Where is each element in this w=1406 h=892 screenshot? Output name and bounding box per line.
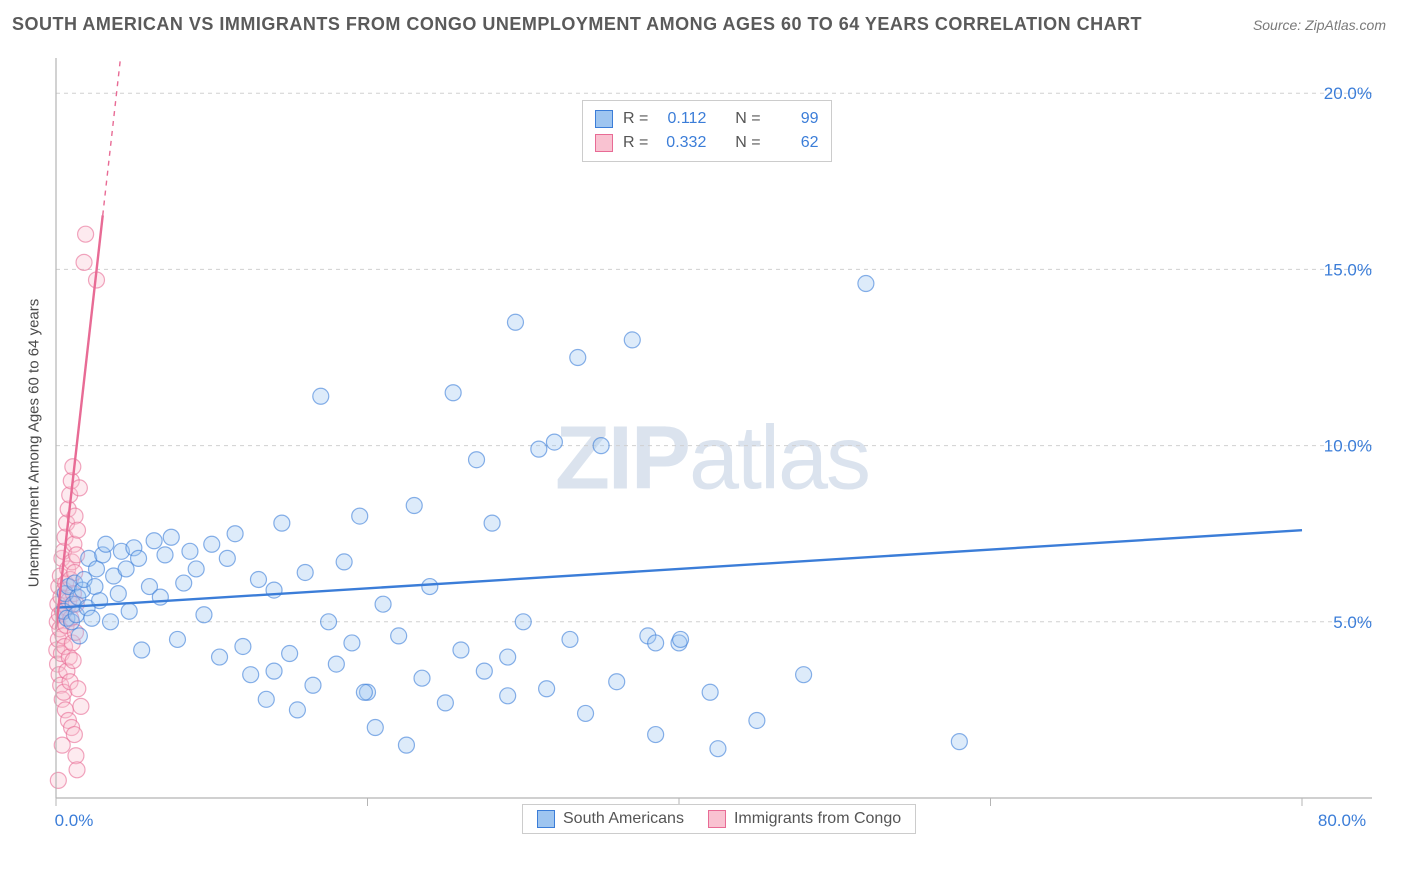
stats-row: R = 0.112 N = 99 xyxy=(595,107,819,131)
stats-legend: R = 0.112 N = 99 R = 0.332 N = 62 xyxy=(582,100,832,162)
r-label: R = xyxy=(623,131,648,155)
legend-label: South Americans xyxy=(563,810,684,828)
r-value: 0.112 xyxy=(658,107,706,131)
r-value: 0.332 xyxy=(658,131,706,155)
svg-text:80.0%: 80.0% xyxy=(1318,811,1366,830)
source-attribution: Source: ZipAtlas.com xyxy=(1253,17,1386,33)
svg-text:10.0%: 10.0% xyxy=(1324,437,1372,456)
n-label: N = xyxy=(735,107,760,131)
stats-row: R = 0.332 N = 62 xyxy=(595,131,819,155)
svg-text:5.0%: 5.0% xyxy=(1333,613,1372,632)
y-axis-label: Unemployment Among Ages 60 to 64 years xyxy=(26,299,43,588)
r-label: R = xyxy=(623,107,648,131)
chart-title: SOUTH AMERICAN VS IMMIGRANTS FROM CONGO … xyxy=(12,14,1142,35)
legend-swatch xyxy=(595,134,613,152)
y-tick-labels: 5.0% 10.0% 15.0% 20.0% xyxy=(1324,84,1372,632)
svg-text:20.0%: 20.0% xyxy=(1324,84,1372,103)
n-value: 99 xyxy=(771,107,819,131)
series-legend: South Americans Immigrants from Congo xyxy=(522,804,916,834)
legend-swatch xyxy=(708,810,726,828)
scatter-chart: 5.0% 10.0% 15.0% 20.0% 0.0% 80.0% xyxy=(42,48,1382,838)
plot-area: Unemployment Among Ages 60 to 64 years Z… xyxy=(42,48,1382,838)
title-bar: SOUTH AMERICAN VS IMMIGRANTS FROM CONGO … xyxy=(12,14,1386,35)
gridlines xyxy=(56,93,1372,622)
legend-label: Immigrants from Congo xyxy=(734,810,901,828)
legend-item: South Americans xyxy=(537,810,684,828)
legend-swatch xyxy=(537,810,555,828)
svg-text:15.0%: 15.0% xyxy=(1324,260,1372,279)
n-label: N = xyxy=(735,131,760,155)
data-points xyxy=(49,226,968,788)
n-value: 62 xyxy=(771,131,819,155)
svg-text:0.0%: 0.0% xyxy=(55,811,94,830)
legend-swatch xyxy=(595,110,613,128)
legend-item: Immigrants from Congo xyxy=(708,810,901,828)
